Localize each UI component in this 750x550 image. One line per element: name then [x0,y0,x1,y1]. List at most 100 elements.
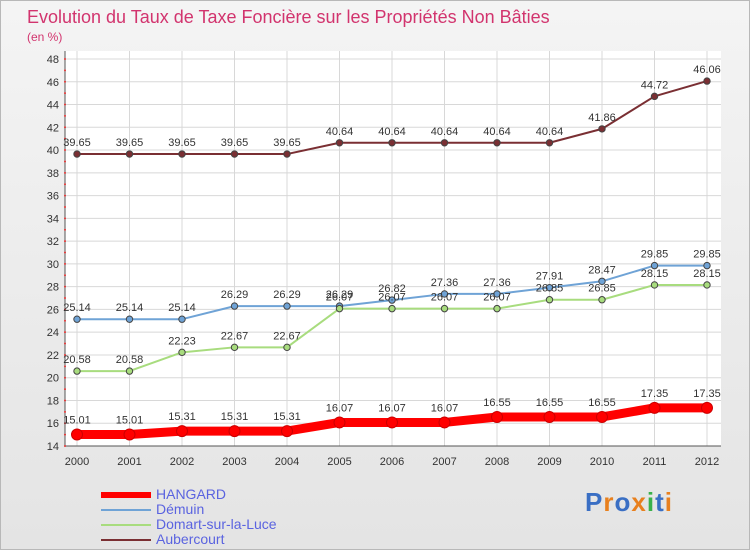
data-point [283,343,291,352]
x-tick-label: 2010 [590,456,614,468]
data-label: 15.31 [168,411,196,423]
x-tick-label: 2007 [432,456,456,468]
data-point [335,304,344,313]
data-label: 28.15 [693,268,721,280]
y-tick-label: 48 [47,54,59,66]
data-label: 39.65 [116,137,144,149]
data-point [388,304,396,313]
y-axis-tick [64,433,66,436]
data-point [283,150,291,158]
data-label: 17.35 [693,388,721,400]
data-point [283,302,291,310]
x-tick-label: 2009 [537,456,561,468]
y-tick-label: 14 [47,441,59,453]
brand-letter: i [664,487,673,517]
y-axis-tick [64,331,66,334]
x-tick-label: 2011 [643,456,667,468]
y-tick-label: 16 [47,418,59,430]
data-point [333,416,346,429]
data-point [178,150,186,158]
chart-title: Evolution du Taux de Taxe Foncière sur l… [27,7,550,27]
data-point [123,428,136,441]
y-axis-tick [64,274,66,277]
data-point [438,416,451,429]
y-axis-tick [64,149,66,152]
legend-label-demuin: Démuin [156,501,205,517]
y-axis-tick [64,410,66,413]
y-axis-tick [64,160,66,163]
data-point [125,150,134,158]
y-axis-tick [64,445,66,447]
x-tick-label: 2012 [695,456,719,468]
data-point [491,410,503,423]
y-tick-label: 44 [47,100,59,112]
data-label: 15.31 [221,411,249,423]
data-label: 16.55 [536,397,564,409]
data-label: 16.07 [431,402,459,414]
data-label: 29.85 [641,249,669,261]
legend-swatch-domart [101,524,151,526]
data-point [335,139,344,147]
data-label: 25.14 [168,302,196,314]
y-tick-label: 46 [47,77,59,89]
data-point [125,367,134,375]
data-point [598,277,606,285]
legend-item-domart[interactable]: Domart-sur-la-Luce [101,517,361,532]
y-axis-tick [64,399,66,402]
y-tick-label: 40 [47,145,59,157]
y-axis-tick [64,285,66,288]
data-label: 46.06 [693,64,721,76]
legend-item-aubercourt[interactable]: Aubercourt [101,532,361,547]
y-axis-tick [64,126,66,129]
data-point [73,315,81,323]
legend-item-demuin[interactable]: Démuin [101,502,361,517]
data-label: 26.29 [221,289,249,301]
y-axis-tick [64,114,66,117]
data-point [388,139,396,147]
data-label: 44.72 [641,79,669,91]
data-point [176,425,188,438]
data-point [440,290,449,298]
data-point [73,367,81,375]
y-axis-tick [64,388,66,391]
brand-letter: o [614,487,632,517]
data-label: 20.58 [116,354,144,366]
y-axis-tick [64,228,66,231]
data-label: 17.35 [641,388,669,400]
data-label: 22.23 [168,335,196,347]
y-axis-tick [64,422,66,425]
legend-item-hangard[interactable]: HANGARD [101,487,361,502]
brand-letter: r [603,487,615,517]
data-label: 26.85 [588,283,616,295]
data-label: 27.91 [536,271,564,283]
x-tick-label: 2003 [222,456,246,468]
data-point [648,401,661,414]
y-axis-tick [64,58,66,60]
data-label: 26.07 [378,292,406,304]
data-label: 16.07 [326,402,354,414]
data-point [71,428,83,441]
data-point [228,425,241,438]
data-label: 27.36 [483,277,511,289]
data-label: 40.64 [378,126,406,138]
legend-swatch-hangard [101,492,151,498]
data-label: 22.67 [273,330,301,342]
legend-label-domart: Domart-sur-la-Luce [156,516,277,532]
data-label: 41.86 [588,112,616,124]
data-point [440,139,449,147]
data-label: 39.65 [273,137,301,149]
data-point [493,290,501,298]
data-label: 40.64 [326,126,354,138]
y-tick-label: 18 [47,395,59,407]
data-label: 15.01 [116,415,144,427]
data-label: 20.58 [63,354,91,366]
data-point [386,416,398,429]
legend: HANGARD Démuin Domart-sur-la-Luce Auberc… [101,487,361,547]
data-point [650,281,659,289]
data-point [493,139,501,147]
data-point [545,296,554,304]
data-point [230,150,239,158]
data-point [493,304,501,313]
data-point [545,283,554,292]
